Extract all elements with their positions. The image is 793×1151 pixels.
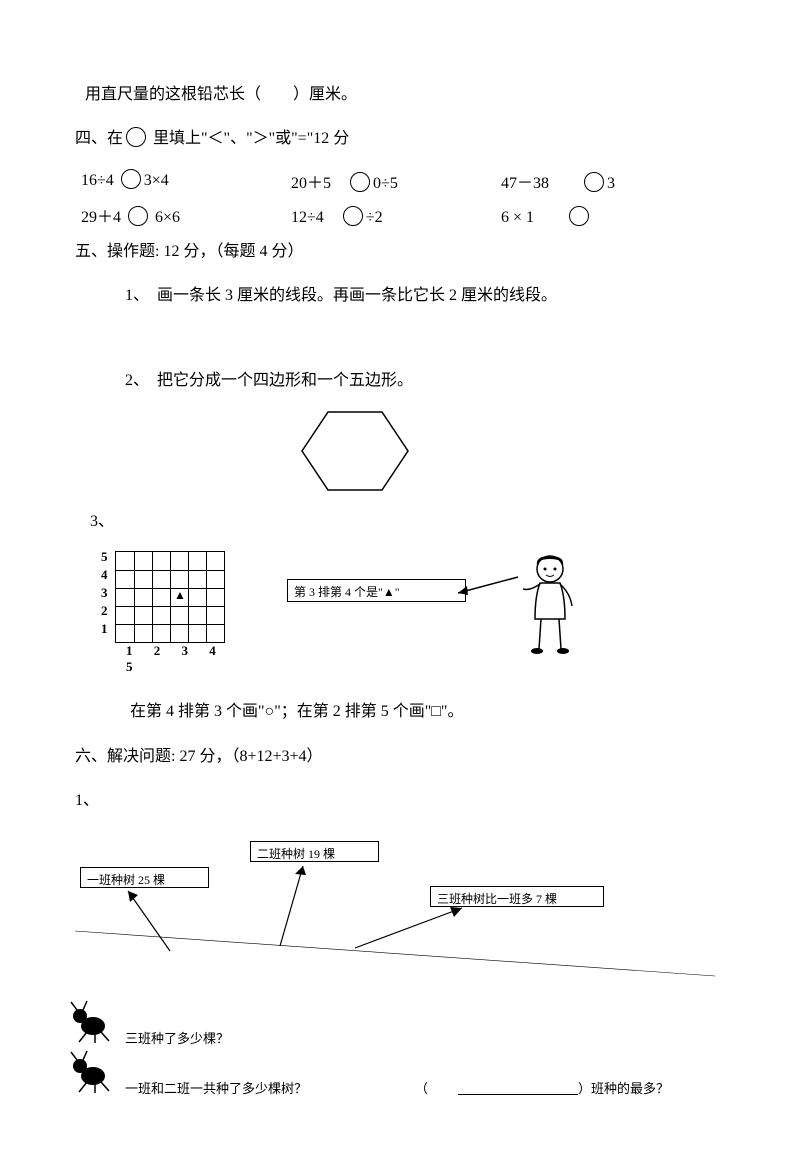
- eq-cell: 29＋4 6×6: [81, 203, 291, 227]
- arrow-icon: [453, 569, 523, 599]
- grid-y-label: 1: [101, 620, 108, 638]
- ant-row-1: 三班种了多少棵？: [75, 1006, 718, 1056]
- circle-icon: [126, 127, 146, 147]
- eq-cell: 20＋5 0÷5: [291, 169, 501, 193]
- eq-text: 16÷4: [81, 172, 114, 189]
- q6-label: 1、: [75, 786, 718, 816]
- q5-3-text: 在第 4 排第 3 个画"○"；在第 2 排第 5 个画"□"。: [75, 697, 718, 727]
- eq-text: 6 × 1: [501, 209, 534, 226]
- eq-text: 29＋4: [81, 209, 121, 226]
- ant-row-2: 一班和二班一共种了多少棵树？ （ ）班种的最多？: [75, 1056, 718, 1111]
- q5-3-label: 3、: [75, 507, 718, 537]
- circle-icon[interactable]: [128, 206, 148, 226]
- circle-icon[interactable]: [350, 172, 370, 192]
- eq-text: 3×4: [144, 172, 169, 189]
- eq-text: 12÷4: [291, 209, 324, 226]
- intro-line: 用直尺量的这根铅芯长（ ）厘米。: [75, 80, 718, 110]
- circle-icon[interactable]: [569, 206, 589, 226]
- grid-y-label: 2: [101, 602, 108, 620]
- eq-cell: 47－38 3: [501, 169, 711, 193]
- eq-cell: 6 × 1: [501, 203, 711, 227]
- grid-y-label: 3: [101, 584, 108, 602]
- section4-title: 四、在 里填上"＜"、"＞"或"="12 分: [75, 124, 718, 154]
- section6-title: 六、解决问题: 27 分，（8+12+3+4）: [75, 742, 718, 772]
- eq-text: 6×6: [151, 209, 180, 226]
- ant-q2-right: （ ）班种的最多？: [415, 1078, 669, 1097]
- eq-text: 47－38: [501, 175, 549, 192]
- ant-q2-left: 一班和二班一共种了多少棵树？: [125, 1078, 307, 1097]
- eq-row-1: 16÷4 3×4 20＋5 0÷5 47－38 3: [75, 169, 718, 193]
- circle-icon[interactable]: [343, 206, 363, 226]
- eq-row-2: 29＋4 6×6 12÷4 ÷2 6 × 1: [75, 203, 718, 227]
- circle-icon[interactable]: [584, 172, 604, 192]
- section5-title: 五、操作题: 12 分，（每题 4 分）: [75, 237, 718, 267]
- box1: 一班种树 25 棵: [80, 867, 209, 888]
- grid-box: ▲: [115, 551, 225, 643]
- q6-area: 一班种树 25 棵 二班种树 19 棵 三班种树比一班多 7 棵: [75, 831, 718, 1006]
- hexagon-shape: [300, 410, 718, 497]
- eq-cell: 16÷4 3×4: [81, 169, 291, 193]
- section4-suffix: 里填上"＜"、"＞"或"="12 分: [149, 130, 349, 147]
- grid-container: 5 4 3 2 1 ▲ 1 2 3 4 5: [115, 551, 225, 643]
- speech-box-grid: 第 3 排第 4 个是"▲": [287, 579, 466, 602]
- ant-icon: [65, 996, 115, 1049]
- line-connector: [75, 926, 715, 981]
- circle-icon[interactable]: [121, 169, 141, 189]
- q5-1: 1、 画一条长 3 厘米的线段。再画一条比它长 2 厘米的线段。: [75, 281, 718, 311]
- ant-q1-text: 三班种了多少棵？: [125, 1028, 229, 1047]
- q5-3-area: 5 4 3 2 1 ▲ 1 2 3 4 5 第 3 排第 4 个是"▲": [75, 551, 718, 691]
- eq-text: 3: [607, 175, 615, 192]
- paren-open: （: [415, 1081, 428, 1096]
- eq-cell: 12÷4 ÷2: [291, 203, 501, 227]
- grid-y-label: 5: [101, 548, 108, 566]
- q5-2: 2、 把它分成一个四边形和一个五边形。: [75, 366, 718, 396]
- section4-prefix: 四、在: [75, 130, 123, 147]
- blank-line[interactable]: [458, 1094, 578, 1095]
- eq-text: 20＋5: [291, 175, 331, 192]
- paren-close-text: ）班种的最多？: [578, 1081, 669, 1096]
- grid-y-labels: 5 4 3 2 1: [101, 548, 108, 638]
- grid-x-labels: 1 2 3 4 5: [126, 643, 225, 675]
- person-icon: [515, 551, 585, 666]
- eq-text: 0÷5: [373, 175, 398, 192]
- box2: 二班种树 19 棵: [250, 841, 379, 862]
- eq-text: ÷2: [366, 209, 383, 226]
- grid-y-label: 4: [101, 566, 108, 584]
- triangle-mark: ▲: [174, 588, 186, 603]
- ant-icon: [65, 1046, 115, 1099]
